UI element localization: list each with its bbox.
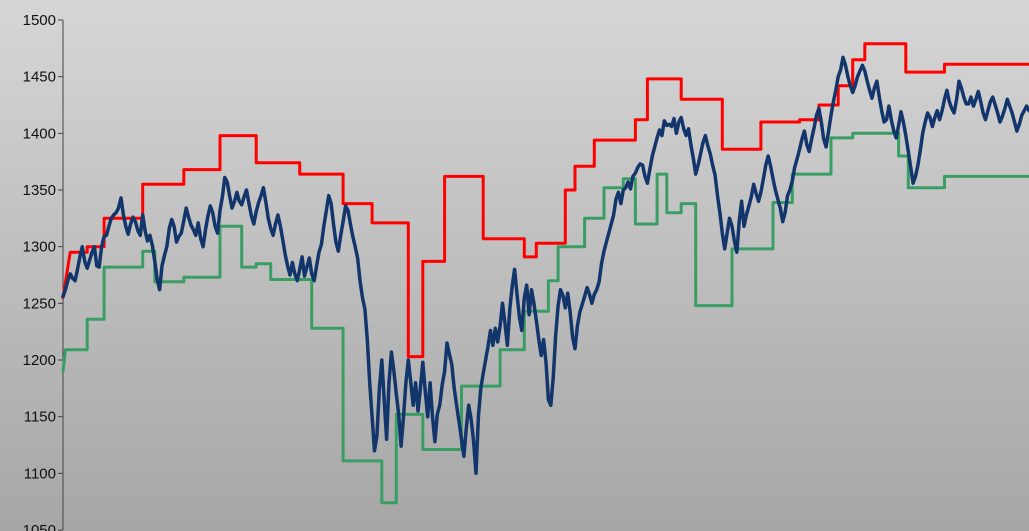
y-tick-label: 1150 [24,409,56,426]
y-tick-label: 1200 [23,352,56,369]
y-tick-label: 1500 [23,12,56,29]
y-tick-label: 1100 [24,465,56,482]
y-tick-label: 1400 [23,125,56,142]
y-tick-label: 1250 [23,295,56,312]
series-line-2 [61,55,1029,476]
y-tick-label: 1050 [23,522,56,531]
y-tick-label: 1300 [23,239,56,256]
series-line-1 [61,131,1029,505]
y-tick-label: 1450 [23,69,56,86]
y-tick-label: 1350 [23,182,56,199]
